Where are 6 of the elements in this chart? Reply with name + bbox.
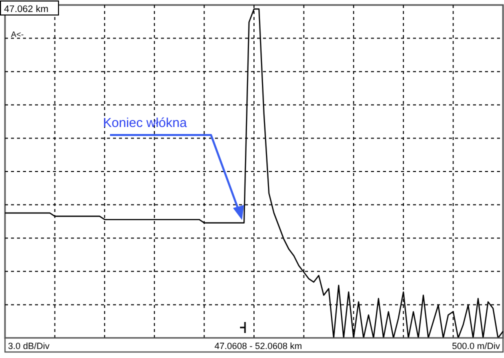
x-axis-title: 47.0608 - 52.0608 km <box>214 341 302 351</box>
annotation: A<- <box>11 30 24 39</box>
annotation: Koniec włókna <box>103 115 188 130</box>
text: 3.0 dB/Div <box>8 341 50 351</box>
text: 500.0 m/Div <box>452 341 500 351</box>
annotation: 47.062 km <box>4 4 48 15</box>
